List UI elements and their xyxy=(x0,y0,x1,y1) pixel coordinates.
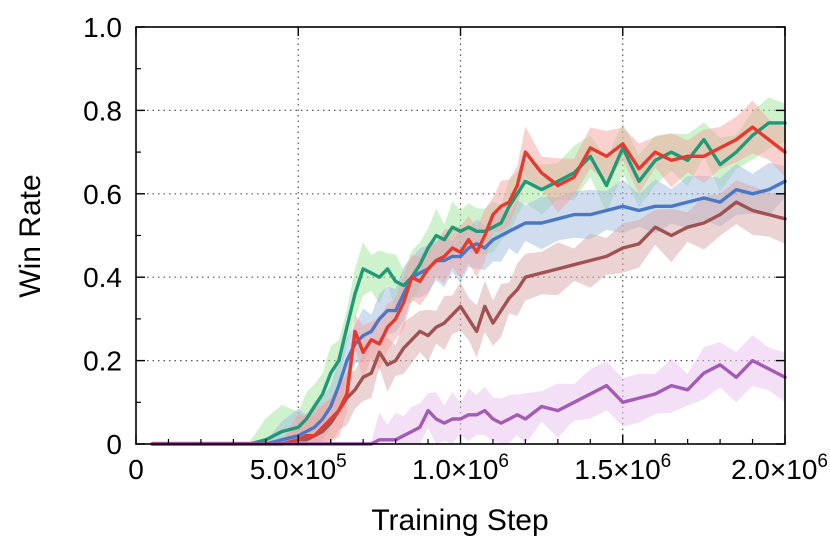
x-tick-label-2: 1.0×106 xyxy=(412,451,509,485)
axis-ticks xyxy=(135,26,786,445)
series-line-1 xyxy=(150,179,787,446)
y-tick-label-3: 0.6 xyxy=(83,179,122,210)
series-band-3 xyxy=(152,100,785,444)
series-line-3 xyxy=(150,125,787,446)
y-tick-label-0: 0 xyxy=(106,429,122,460)
variance-bands xyxy=(152,97,785,445)
x-tick-label-0: 0 xyxy=(128,454,144,485)
y-tick-label-2: 0.4 xyxy=(83,262,122,293)
series-band-1 xyxy=(152,162,785,444)
tick-labels: 0 0.2 0.4 0.6 0.8 1.0 0 5.0×105 1.0×106 1.5×106 2.… xyxy=(83,12,828,485)
y-tick-label-1: 0.2 xyxy=(83,346,122,377)
x-axis-title: Training Step xyxy=(371,504,548,537)
y-tick-label-4: 0.8 xyxy=(83,95,122,126)
series-line-0 xyxy=(150,121,787,446)
y-tick-label-5: 1.0 xyxy=(83,12,122,43)
x-tick-label-4: 2.0×106 xyxy=(731,451,828,485)
y-axis-title: Win Rate xyxy=(14,174,47,297)
x-tick-label-1: 5.0×105 xyxy=(250,451,347,485)
series-band-4 xyxy=(152,335,785,444)
x-tick-label-3: 1.5×106 xyxy=(574,451,671,485)
